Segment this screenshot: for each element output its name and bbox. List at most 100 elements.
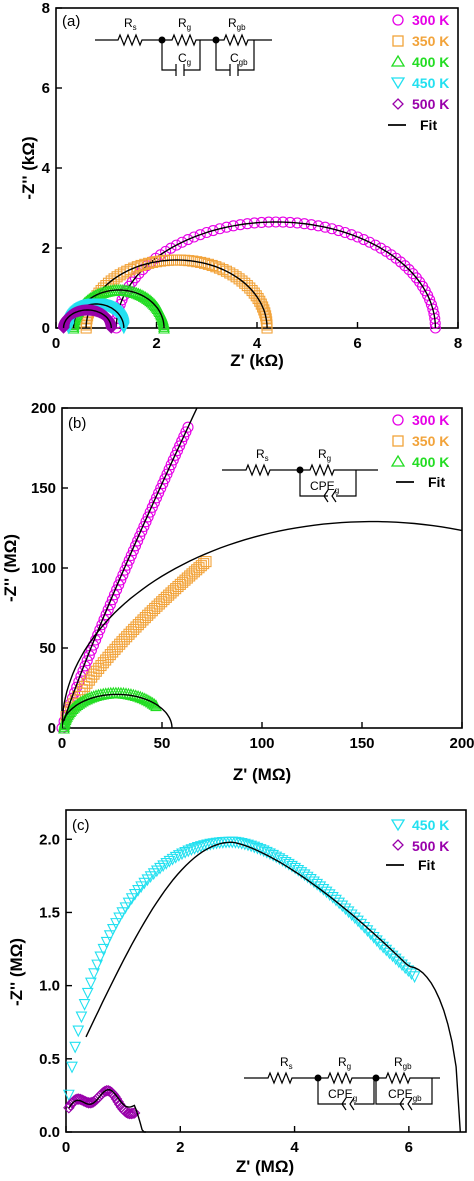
- circuit-label-rgb: Rgb: [228, 16, 246, 32]
- data-point: [336, 900, 349, 913]
- data-point: [103, 930, 116, 942]
- data-point: [206, 259, 218, 272]
- axes: 0 2 4 6 8 0 2 4 6 8: [42, 0, 463, 352]
- data-point: [342, 906, 355, 919]
- data-point: [148, 497, 160, 509]
- data-point: [279, 856, 292, 869]
- data-point: [312, 220, 324, 232]
- x-axis-title: Z' (MΩ): [236, 1157, 294, 1176]
- data-point: [367, 931, 380, 944]
- data-point: [157, 860, 170, 873]
- data-point: [123, 1107, 136, 1120]
- data-point: [129, 540, 142, 552]
- x-tick-label: 2: [176, 1139, 184, 1156]
- y-tick-label: 100: [31, 560, 56, 577]
- panel-label: (a): [62, 13, 80, 30]
- data-point: [202, 258, 214, 270]
- data-point: [185, 844, 198, 857]
- svg-text:450 K: 450 K: [412, 75, 449, 91]
- circuit-label-rg: Rg: [178, 16, 191, 32]
- legend-item-450k: 450 K: [390, 817, 449, 833]
- legend: 300 K 350 K 400 K 450 K 500 K Fit: [388, 12, 449, 133]
- fit-line: [62, 309, 112, 329]
- data-point: [176, 236, 188, 248]
- data-point: [170, 239, 182, 251]
- data-point: [224, 267, 236, 279]
- legend-item-fit: Fit: [386, 857, 435, 873]
- data-point: [150, 492, 163, 504]
- x-axis-title: Z' (MΩ): [233, 765, 291, 784]
- data-point: [158, 321, 170, 334]
- data-point: [110, 918, 122, 930]
- data-point: [135, 259, 147, 272]
- data-point: [138, 520, 150, 533]
- data-point: [142, 511, 154, 523]
- x-tick-label: 0: [58, 735, 66, 752]
- data-point: [163, 855, 176, 868]
- y-tick-label: 0.0: [39, 1124, 60, 1141]
- data-point: [146, 296, 159, 309]
- data-point: [110, 1093, 123, 1105]
- data-point: [182, 233, 194, 246]
- data-point: [150, 256, 163, 268]
- data-point: [114, 1098, 126, 1111]
- data-point: [124, 264, 136, 276]
- chart-panel-b: (b) Rs Rg CPEg 300 K 350 K 400 K F: [1, 400, 474, 784]
- data-point: [106, 923, 119, 936]
- circuit-label-rgb: Rgb: [394, 1055, 412, 1071]
- y-tick-label: 8: [42, 0, 50, 17]
- data-point: [136, 289, 148, 301]
- data-point: [345, 229, 357, 241]
- data-point: [200, 556, 212, 568]
- data-point: [153, 487, 165, 499]
- data-point: [158, 320, 170, 332]
- x-tick-label: 6: [405, 1139, 413, 1156]
- axes: 0 50 100 150 200 0 50 100 150 200: [31, 400, 474, 752]
- data-point: [62, 1089, 75, 1102]
- legend-item-350k: 350 K: [392, 433, 449, 449]
- legend-item-500k: 500 K: [392, 838, 449, 854]
- data-point: [198, 558, 210, 570]
- data-point: [199, 257, 211, 269]
- data-point: [81, 987, 94, 1000]
- data-point: [172, 850, 185, 862]
- data-point: [233, 273, 245, 285]
- x-tick-label: 0: [52, 335, 60, 352]
- data-point: [179, 846, 192, 859]
- data-point: [66, 1061, 78, 1074]
- data-point: [157, 478, 169, 490]
- data-point: [73, 696, 86, 709]
- circuit-label-cpeg: CPEg: [328, 1087, 357, 1103]
- data-point: [214, 223, 226, 235]
- data-point: [134, 530, 146, 542]
- fit-line: [85, 841, 461, 1133]
- data-point: [146, 256, 159, 269]
- data-point: [255, 298, 267, 310]
- svg-text:400 K: 400 K: [412, 454, 449, 470]
- svg-text:500 K: 500 K: [412, 838, 449, 854]
- x-tick-label: 0: [62, 1139, 70, 1156]
- circuit-label-rg: Rg: [318, 447, 331, 463]
- data-point: [408, 971, 421, 984]
- circuit-label-rs: Rs: [256, 447, 269, 463]
- data-point: [139, 291, 152, 303]
- data-point: [132, 287, 145, 300]
- data-point: [90, 689, 102, 702]
- x-tick-label: 8: [454, 335, 462, 352]
- data-point: [176, 848, 188, 861]
- panel-label: (b): [68, 415, 86, 432]
- legend: 300 K 350 K 400 K Fit: [390, 412, 449, 490]
- data-point: [78, 999, 91, 1011]
- y-axis-title: -Z'' (kΩ): [19, 136, 38, 199]
- data-point: [155, 482, 167, 494]
- fit-lines: [62, 408, 462, 728]
- data-point: [112, 1095, 124, 1108]
- data-point: [305, 219, 317, 231]
- data-point: [201, 839, 214, 852]
- data-point: [204, 838, 217, 851]
- data-point: [166, 853, 179, 866]
- circuit-label-rs: Rs: [280, 1055, 293, 1071]
- circuit-label-cpegb: CPEgb: [388, 1087, 422, 1103]
- data-point: [84, 977, 97, 990]
- data-point: [142, 293, 155, 305]
